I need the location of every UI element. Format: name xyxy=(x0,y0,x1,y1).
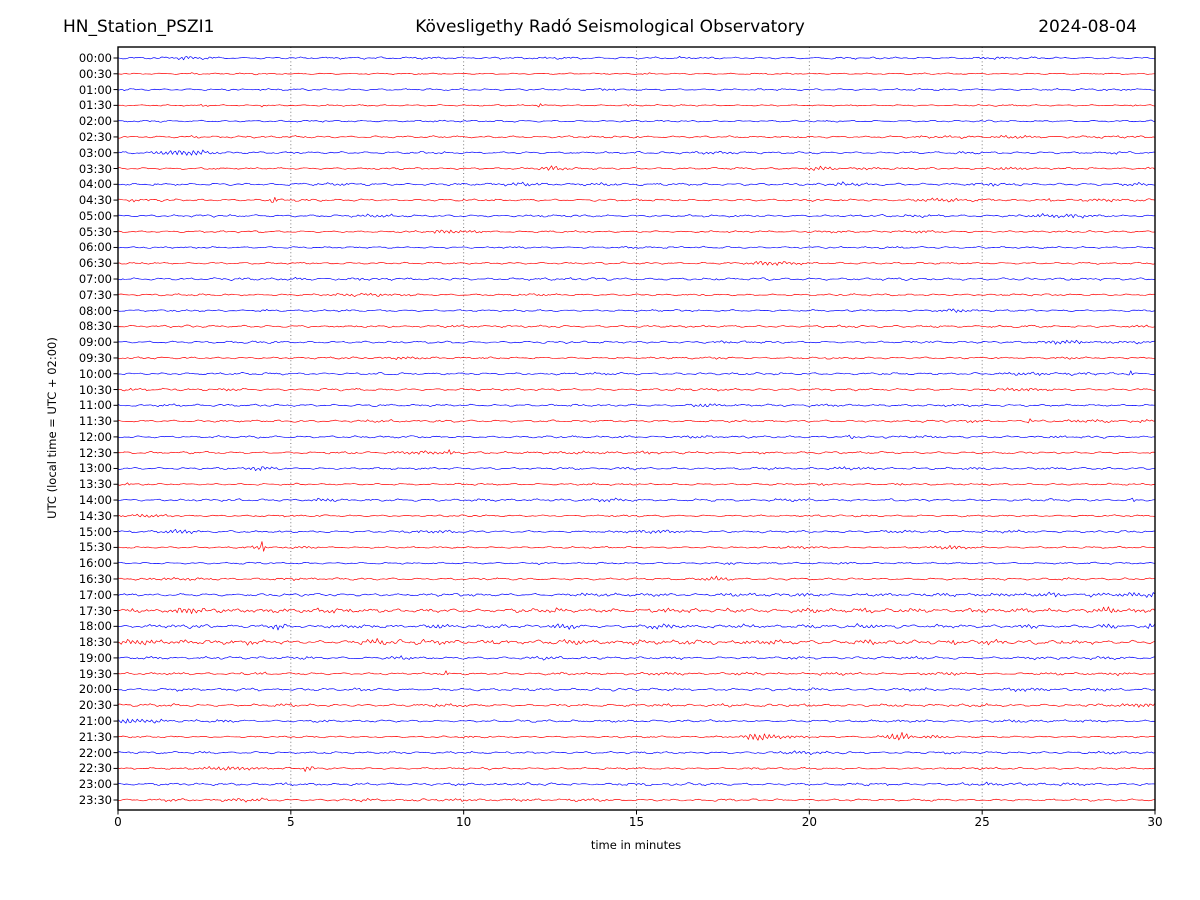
trace-05:00 xyxy=(117,213,1155,219)
trace-17:00 xyxy=(117,591,1156,598)
trace-18:00 xyxy=(117,623,1156,631)
trace-04:30 xyxy=(117,196,1155,203)
trace-21:30 xyxy=(117,731,1155,741)
trace-19:30 xyxy=(117,670,1155,677)
trace-04:00 xyxy=(117,181,1155,187)
x-axis-label: time in minutes xyxy=(590,838,682,852)
trace-09:00 xyxy=(117,339,1155,345)
trace-22:00 xyxy=(117,750,1155,756)
trace-17:30 xyxy=(117,606,1156,614)
trace-00:00 xyxy=(117,55,1155,61)
observatory-title: Kövesligethy Radó Seismological Observat… xyxy=(415,17,805,37)
trace-06:00 xyxy=(117,245,1155,250)
trace-05:30 xyxy=(117,229,1155,234)
trace-15:30 xyxy=(117,541,1155,552)
trace-01:00 xyxy=(117,88,1155,92)
trace-07:30 xyxy=(117,292,1155,297)
trace-07:00 xyxy=(117,276,1155,281)
trace-13:00 xyxy=(117,466,1155,472)
trace-16:30 xyxy=(117,575,1155,582)
trace-08:30 xyxy=(117,324,1155,329)
trace-00:30 xyxy=(117,72,1155,76)
trace-02:30 xyxy=(117,135,1155,139)
trace-06:30 xyxy=(117,261,1155,266)
trace-12:30 xyxy=(117,449,1155,455)
trace-11:00 xyxy=(117,403,1155,408)
trace-13:30 xyxy=(117,482,1155,486)
trace-12:00 xyxy=(117,434,1155,440)
trace-19:00 xyxy=(117,655,1155,661)
trace-23:00 xyxy=(117,781,1155,787)
trace-14:00 xyxy=(117,497,1155,503)
trace-10:30 xyxy=(117,387,1155,392)
trace-18:30 xyxy=(117,638,1155,646)
trace-21:00 xyxy=(117,718,1155,724)
trace-20:30 xyxy=(117,703,1156,708)
trace-10:00 xyxy=(117,370,1155,376)
trace-03:30 xyxy=(117,165,1156,171)
trace-22:30 xyxy=(117,766,1155,772)
trace-01:30 xyxy=(117,103,1155,108)
date-title: 2024-08-04 xyxy=(1038,17,1137,37)
station-title: HN_Station_PSZI1 xyxy=(63,17,215,37)
trace-08:00 xyxy=(117,308,1155,313)
trace-02:00 xyxy=(117,119,1155,123)
trace-20:00 xyxy=(117,687,1155,692)
trace-09:30 xyxy=(117,356,1155,360)
trace-23:30 xyxy=(117,797,1155,803)
trace-16:00 xyxy=(117,561,1155,566)
trace-03:00 xyxy=(117,149,1155,156)
trace-14:30 xyxy=(117,513,1155,518)
trace-15:00 xyxy=(117,529,1155,535)
trace-11:30 xyxy=(117,418,1155,424)
y-axis-label: UTC (local time = UTC + 02:00) xyxy=(45,337,59,519)
